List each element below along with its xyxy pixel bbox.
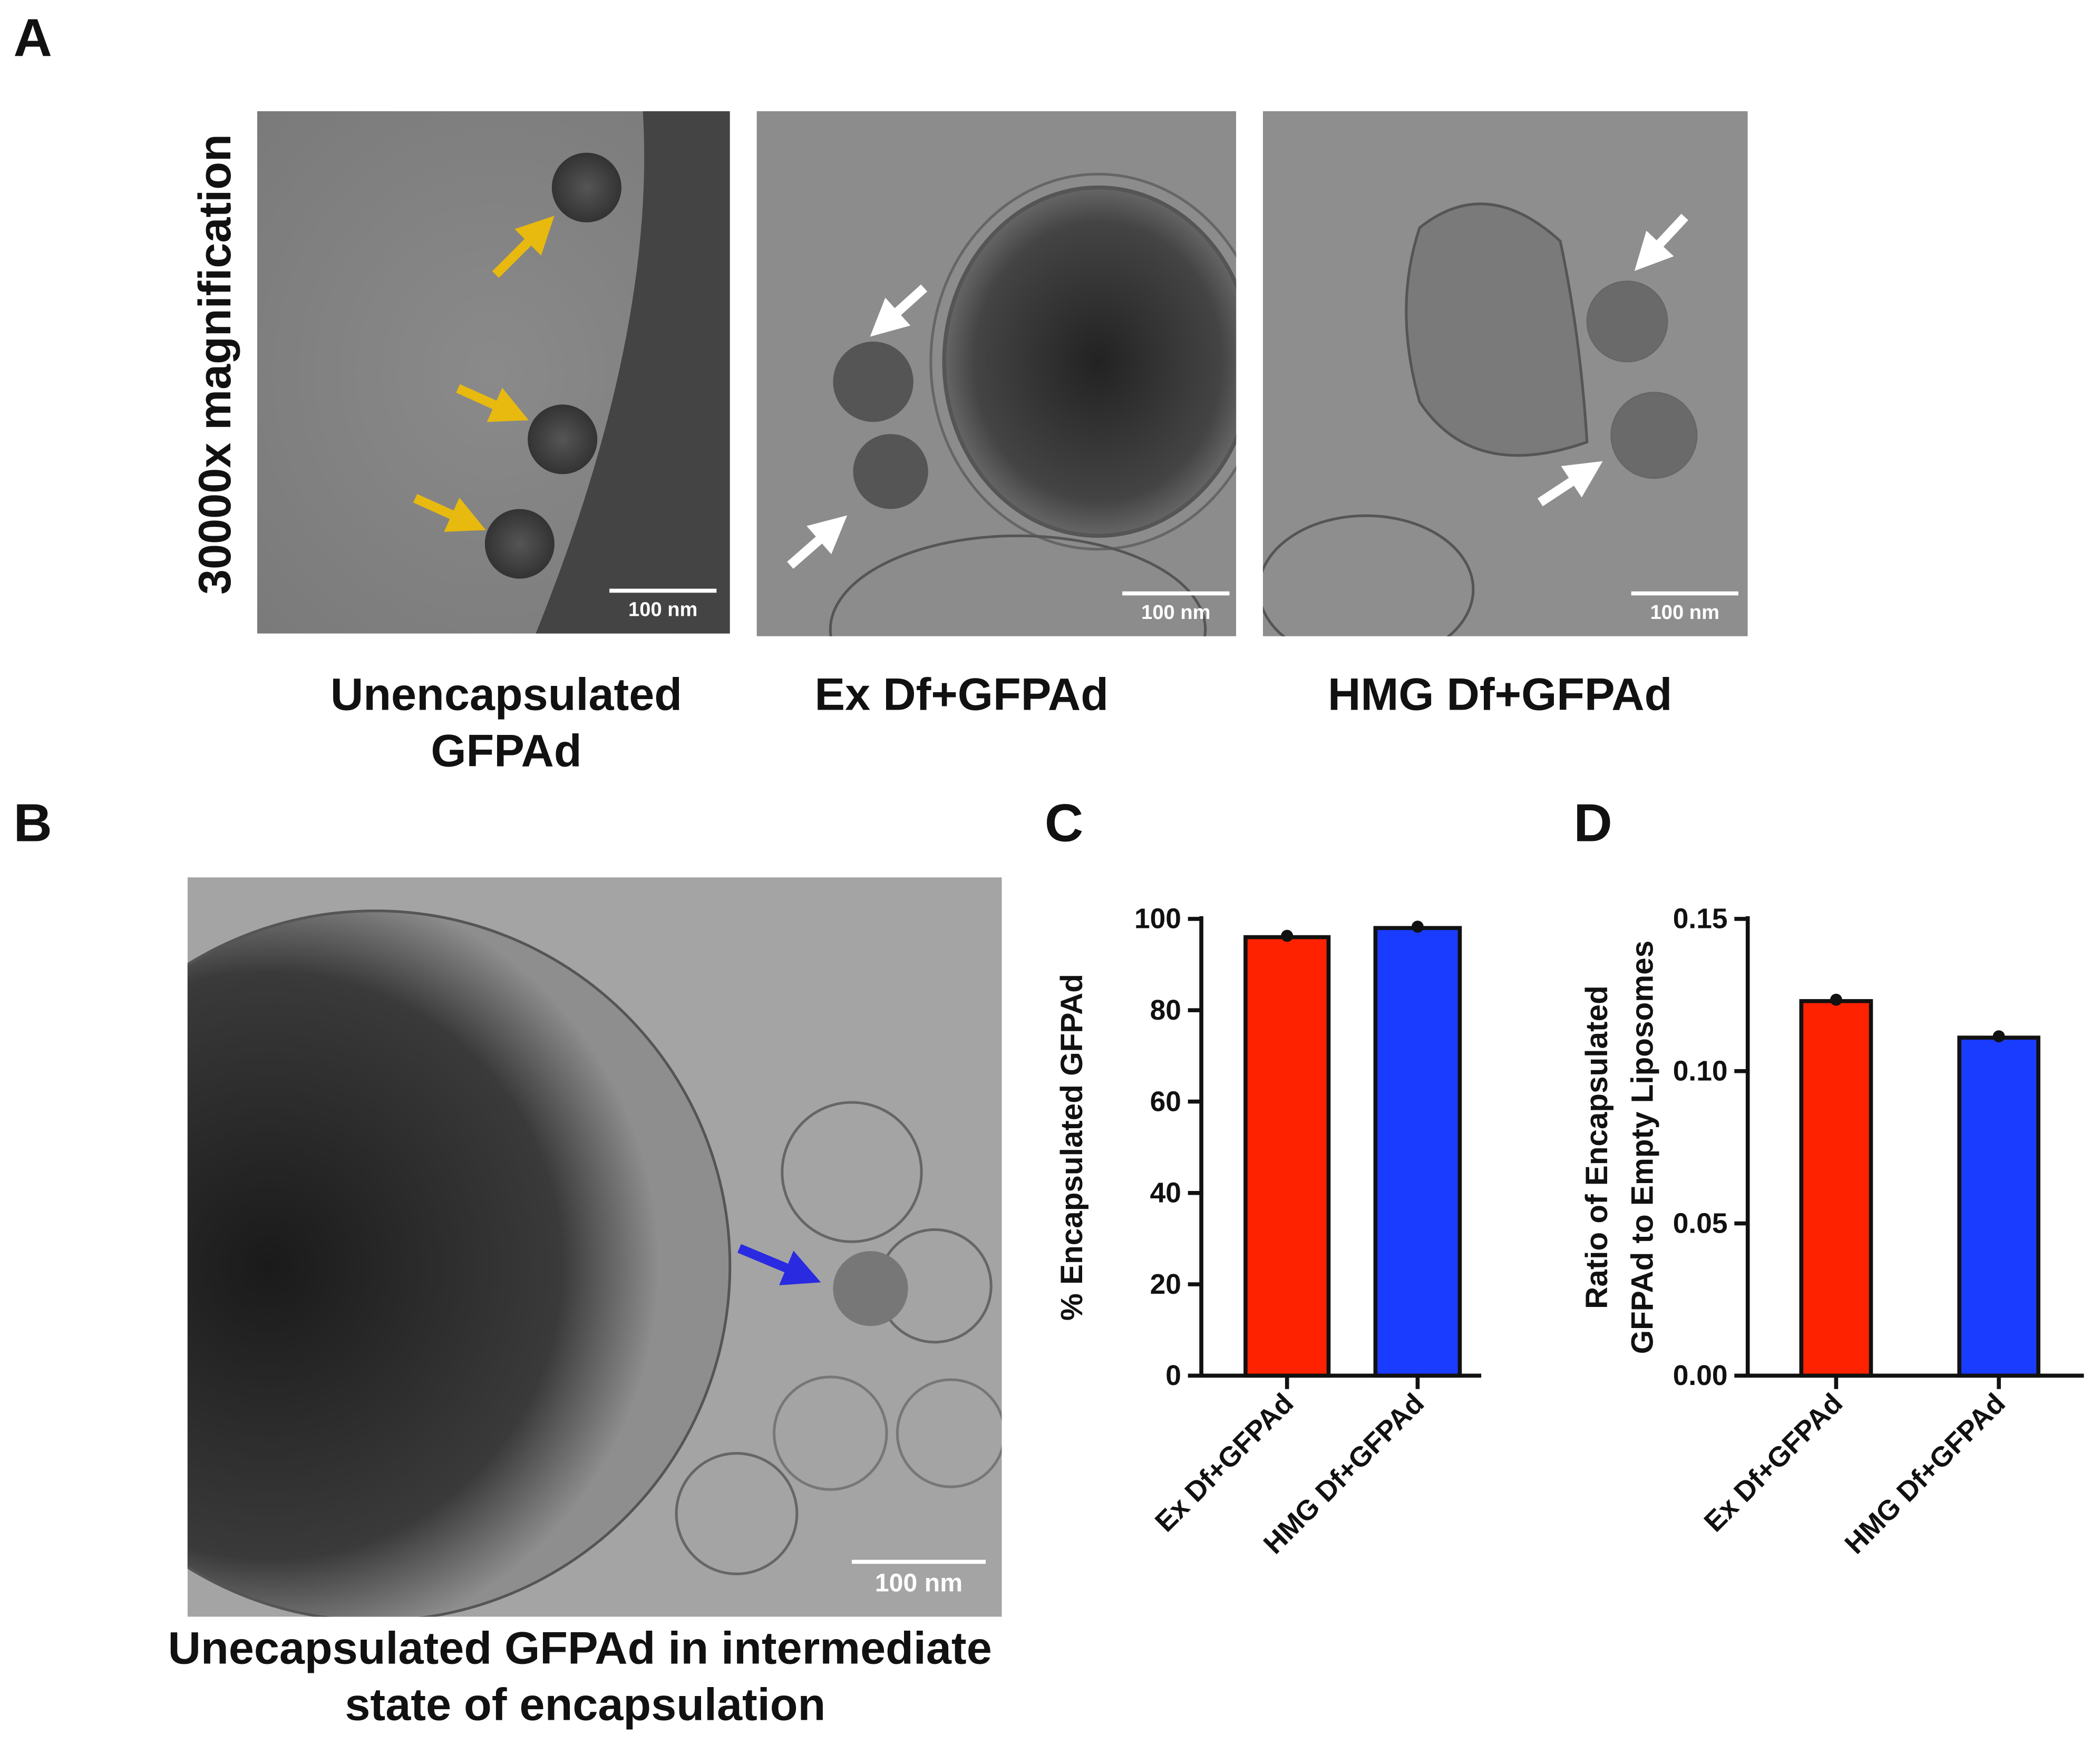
caption: GFPAd xyxy=(431,725,581,776)
y-tick-label: 100 xyxy=(1134,904,1181,935)
micrograph: 100 nm xyxy=(257,111,730,634)
x-tick-label: HMG Df+GFPAd xyxy=(1839,1388,2011,1560)
caption: Unecapsulated GFPAd in intermediate xyxy=(168,1623,992,1674)
caption: HMG Df+GFPAd xyxy=(1328,670,1672,720)
micrograph: 100 nm xyxy=(187,877,1002,1617)
bar xyxy=(1799,999,1873,1378)
bar xyxy=(1373,926,1462,1378)
y-tick-label: 80 xyxy=(1150,995,1181,1026)
y-tick-label: 0.10 xyxy=(1673,1056,1728,1087)
bar xyxy=(1957,1035,2040,1378)
scale-bar-label: 100 nm xyxy=(1141,602,1210,624)
micrograph: 100 nm xyxy=(756,111,1237,636)
bar xyxy=(1243,935,1331,1378)
panel-letter: D xyxy=(1573,793,1612,853)
y-tick-label: 60 xyxy=(1150,1086,1181,1117)
y-tick-label: 20 xyxy=(1150,1269,1181,1300)
caption: state of encapsulation xyxy=(345,1679,825,1730)
x-tick-label: Ex Df+GFPAd xyxy=(1698,1388,1849,1538)
y-tick-label: 0 xyxy=(1165,1360,1181,1391)
scale-bar-label: 100 nm xyxy=(875,1568,962,1597)
caption: Unencapsulated xyxy=(330,670,682,720)
y-tick-label: 40 xyxy=(1150,1178,1181,1209)
data-point xyxy=(1830,993,1842,1006)
panel-letter: C xyxy=(1045,793,1083,853)
y-tick-label: 0.05 xyxy=(1673,1208,1728,1239)
y-axis-title: % Encapsulated GFPAd xyxy=(1055,974,1089,1321)
y-tick-label: 0.15 xyxy=(1673,904,1728,935)
micrograph: 100 nm xyxy=(1262,111,1748,636)
panel-letter: A xyxy=(13,8,52,68)
data-point xyxy=(1281,929,1294,942)
y-tick-label: 0.00 xyxy=(1673,1360,1728,1391)
row-label: 30000x magnification xyxy=(190,134,240,595)
y-axis-title: GFPAd to Empty Liposomes xyxy=(1625,941,1659,1354)
x-tick-label: Ex Df+GFPAd xyxy=(1149,1388,1299,1538)
y-axis-title: Ratio of Encapsulated xyxy=(1580,985,1614,1309)
scale-bar-label: 100 nm xyxy=(628,599,697,621)
data-point xyxy=(1411,921,1424,933)
scale-bar-label: 100 nm xyxy=(1650,602,1719,624)
panel-letter: B xyxy=(13,793,52,853)
data-point xyxy=(1992,1030,2005,1043)
caption: Ex Df+GFPAd xyxy=(815,670,1109,720)
